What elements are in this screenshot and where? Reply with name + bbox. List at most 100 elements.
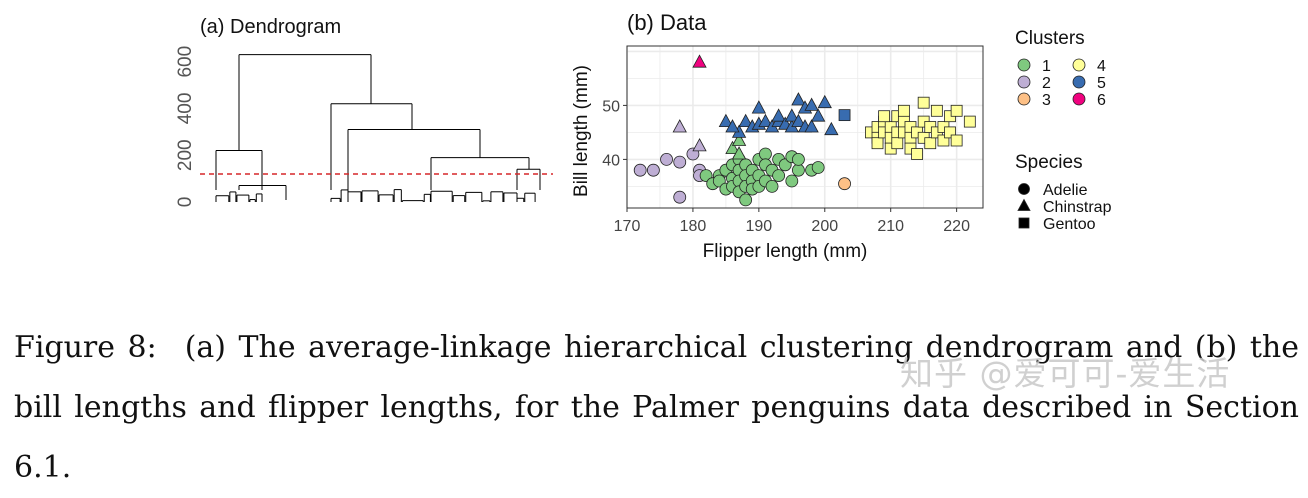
x-tick-label: 190 <box>746 218 773 235</box>
x-tick-label: 200 <box>811 218 838 235</box>
data-point-triangle <box>804 97 819 111</box>
legend-cluster-swatch <box>1017 92 1031 106</box>
data-point-square <box>950 134 963 147</box>
legend-species-swatch <box>1018 217 1030 229</box>
data-point-square <box>917 96 930 109</box>
legend-clusters-title: Clusters <box>1015 28 1085 49</box>
data-point-triangle <box>692 54 707 68</box>
data-point-triangle <box>731 132 747 146</box>
data-point-triangle <box>731 146 747 160</box>
data-point-circle <box>759 147 772 161</box>
figure: (a) Dendrogram 0 200 400 600 (b) Data 170 18… <box>175 10 1112 262</box>
legend-species-label: Adelie <box>1043 182 1088 199</box>
data-point-square <box>891 137 904 150</box>
caption-text: (a) The average-linkage hierarchical clu… <box>14 330 1299 485</box>
data-point-triangle <box>784 108 799 122</box>
figure-caption: Figure 8: (a) The average-linkage hierarc… <box>14 318 1299 498</box>
data-point-circle <box>660 152 673 166</box>
legend-cluster-label: 3 <box>1042 92 1051 109</box>
data-point-circle <box>785 174 799 188</box>
data-point-triangle <box>751 100 767 114</box>
legend-clusters: 123 456 <box>1017 58 1106 109</box>
data-point-circle <box>633 163 647 177</box>
dendrogram-tree <box>215 54 541 202</box>
data-point-square <box>911 148 923 160</box>
legend-species-swatch <box>1017 198 1031 211</box>
data-point-triangle <box>672 119 687 133</box>
data-point-circle <box>772 169 786 183</box>
data-point-square <box>878 110 891 123</box>
data-point-circle <box>646 163 660 177</box>
x-tick-label: 210 <box>877 218 904 235</box>
data-point-triangle <box>811 108 826 122</box>
legend: Clusters 123 456 Species AdelieChinstrapG… <box>1015 28 1112 233</box>
data-point-square <box>838 109 851 122</box>
dendrogram-title: (a) Dendrogram <box>200 16 341 38</box>
data-point-triangle <box>738 113 753 127</box>
legend-cluster-swatch <box>1017 75 1031 89</box>
legend-cluster-swatch <box>1017 58 1031 72</box>
legend-cluster-label: 4 <box>1097 58 1106 75</box>
data-point-circle <box>765 179 779 193</box>
legend-cluster-label: 2 <box>1042 75 1051 92</box>
data-point-triangle <box>804 119 819 133</box>
data-point-triangle <box>725 140 740 155</box>
data-point-circle <box>739 193 753 207</box>
y-tick-label: 50 <box>602 98 620 115</box>
dendrogram-y-tick-label: 400 <box>175 93 196 125</box>
data-point-triangle <box>771 108 786 122</box>
legend-cluster-label: 6 <box>1097 92 1106 109</box>
data-point-square <box>937 134 950 147</box>
data-point-circle <box>792 152 805 166</box>
watermark: 知乎 @爱可可-爱生活 <box>900 354 1231 393</box>
scatter-title: (b) Data <box>627 10 707 35</box>
x-tick-label: 170 <box>614 218 641 235</box>
dendrogram-panel: (a) Dendrogram 0 200 400 600 <box>175 16 553 207</box>
data-point-square <box>924 137 937 150</box>
data-point-triangle <box>817 94 832 109</box>
legend-cluster-label: 1 <box>1042 58 1051 75</box>
y-axis-label: Bill length (mm) <box>571 65 592 197</box>
legend-cluster-swatch <box>1072 75 1086 89</box>
data-point-circle <box>838 177 851 191</box>
x-tick-label: 220 <box>943 218 970 235</box>
legend-species-title: Species <box>1015 152 1083 173</box>
legend-cluster-label: 5 <box>1097 75 1106 92</box>
data-point-circle <box>673 155 687 169</box>
x-axis-ticks: 170 180 190 200 210 220 <box>614 208 970 235</box>
legend-species-label: Chinstrap <box>1043 199 1112 216</box>
data-point-triangle <box>824 121 839 136</box>
data-point-circle <box>792 163 805 177</box>
y-axis-ticks: 40 50 <box>602 98 627 169</box>
data-point-square <box>944 126 956 139</box>
legend-species-label: Gentoo <box>1043 216 1096 233</box>
dendrogram-y-tick-label: 600 <box>175 46 196 78</box>
data-point-square <box>871 137 884 150</box>
legend-species-swatch <box>1018 183 1030 195</box>
legend-cluster-swatch <box>1072 92 1086 106</box>
data-point-triangle <box>791 113 806 127</box>
x-tick-label: 180 <box>680 218 707 235</box>
caption-label: Figure 8: <box>14 330 157 365</box>
data-point-circle <box>673 190 687 204</box>
data-point-square <box>930 104 943 117</box>
data-point-triangle <box>725 119 740 133</box>
x-axis-label: Flipper length (mm) <box>703 241 868 262</box>
plot-frame <box>626 45 984 209</box>
dendrogram-y-tick-label: 200 <box>175 139 196 171</box>
data-point-triangle <box>692 138 707 152</box>
dendrogram-y-ticks: 0 200 400 600 <box>175 46 196 207</box>
legend-cluster-swatch <box>1072 58 1086 72</box>
data-point-triangle <box>758 113 773 127</box>
y-tick-label: 40 <box>602 152 620 169</box>
data-point-square <box>963 115 976 128</box>
dendrogram-y-tick-label: 0 <box>175 197 196 208</box>
plot-points <box>633 54 976 207</box>
data-point-square <box>950 104 963 117</box>
data-point-triangle <box>791 92 806 106</box>
data-point-circle <box>811 161 825 174</box>
scatter-panel: (b) Data 170 180 190 200 210 220 40 50 Flipper… <box>571 10 984 262</box>
data-point-square <box>897 104 910 117</box>
data-point-triangle <box>718 113 734 127</box>
